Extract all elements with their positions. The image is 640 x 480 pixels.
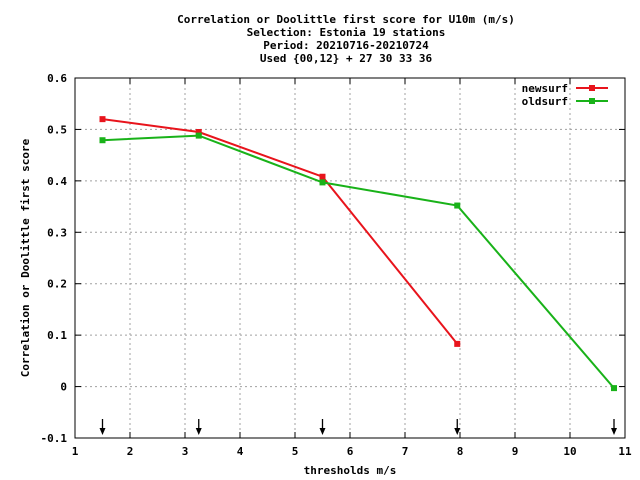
title-line-2: Selection: Estonia 19 stations: [247, 26, 446, 39]
data-point-newsurf: [454, 340, 461, 347]
x-axis-label: thresholds m/s: [304, 464, 397, 477]
data-point-oldsurf: [454, 202, 461, 209]
y-axis: -0.1 0 0.1 0.2 0.3 0.4 0.5 0.6: [41, 72, 625, 445]
x-axis: 1 2 3 4 5 6 7 8 9 10 11: [72, 78, 632, 458]
y-tick-label: 0.1: [47, 329, 67, 342]
legend-item-oldsurf: oldsurf: [522, 95, 608, 108]
data-point-newsurf: [319, 173, 326, 180]
y-tick-label: 0.3: [47, 226, 67, 239]
y-tick-label: 0.5: [47, 123, 67, 136]
x-tick-label: 8: [457, 445, 464, 458]
title-line-1: Correlation or Doolittle first score for…: [177, 13, 515, 26]
y-tick-label: -0.1: [41, 432, 68, 445]
x-tick-label: 6: [347, 445, 354, 458]
y-axis-label: Correlation or Doolittle first score: [19, 138, 32, 377]
grid: [75, 78, 625, 438]
title-line-4: Used {00,12} + 27 30 33 36: [260, 52, 433, 65]
y-tick-label: 0: [60, 381, 67, 394]
y-tick-label: 0.2: [47, 278, 67, 291]
x-tick-label: 4: [237, 445, 244, 458]
threshold-arrow: [99, 419, 106, 435]
y-tick-label: 0.6: [47, 72, 67, 85]
x-tick-label: 5: [292, 445, 299, 458]
x-tick-label: 10: [563, 445, 576, 458]
legend-label: oldsurf: [522, 95, 568, 108]
x-tick-label: 1: [72, 445, 79, 458]
series-line-oldsurf: [102, 134, 615, 389]
x-tick-label: 3: [182, 445, 189, 458]
x-tick-label: 2: [127, 445, 134, 458]
threshold-arrow: [611, 419, 617, 435]
data-point-oldsurf: [99, 137, 106, 144]
x-tick-label: 9: [512, 445, 519, 458]
title-line-3: Period: 20210716-20210724: [263, 39, 429, 52]
series-group: [99, 116, 617, 392]
threshold-arrows: [99, 419, 617, 435]
legend-swatch-marker: [589, 98, 595, 104]
series-line-newsurf: [102, 118, 459, 345]
x-tick-label: 11: [618, 445, 632, 458]
data-point-newsurf: [195, 129, 202, 135]
threshold-arrow: [195, 419, 202, 435]
legend-label: newsurf: [522, 82, 568, 95]
x-tick-label: 7: [402, 445, 409, 458]
data-point-newsurf: [99, 116, 106, 123]
series-newsurf: [99, 116, 461, 347]
series-oldsurf: [99, 132, 617, 392]
y-tick-label: 0.4: [47, 175, 67, 188]
legend-item-newsurf: newsurf: [522, 82, 608, 95]
threshold-arrow: [454, 419, 461, 435]
data-point-oldsurf: [611, 385, 617, 392]
data-point-oldsurf: [195, 132, 202, 139]
data-point-oldsurf: [319, 179, 326, 186]
legend-swatch-marker: [589, 85, 595, 91]
chart-title: Correlation or Doolittle first score for…: [177, 13, 515, 65]
threshold-arrow: [319, 419, 326, 435]
